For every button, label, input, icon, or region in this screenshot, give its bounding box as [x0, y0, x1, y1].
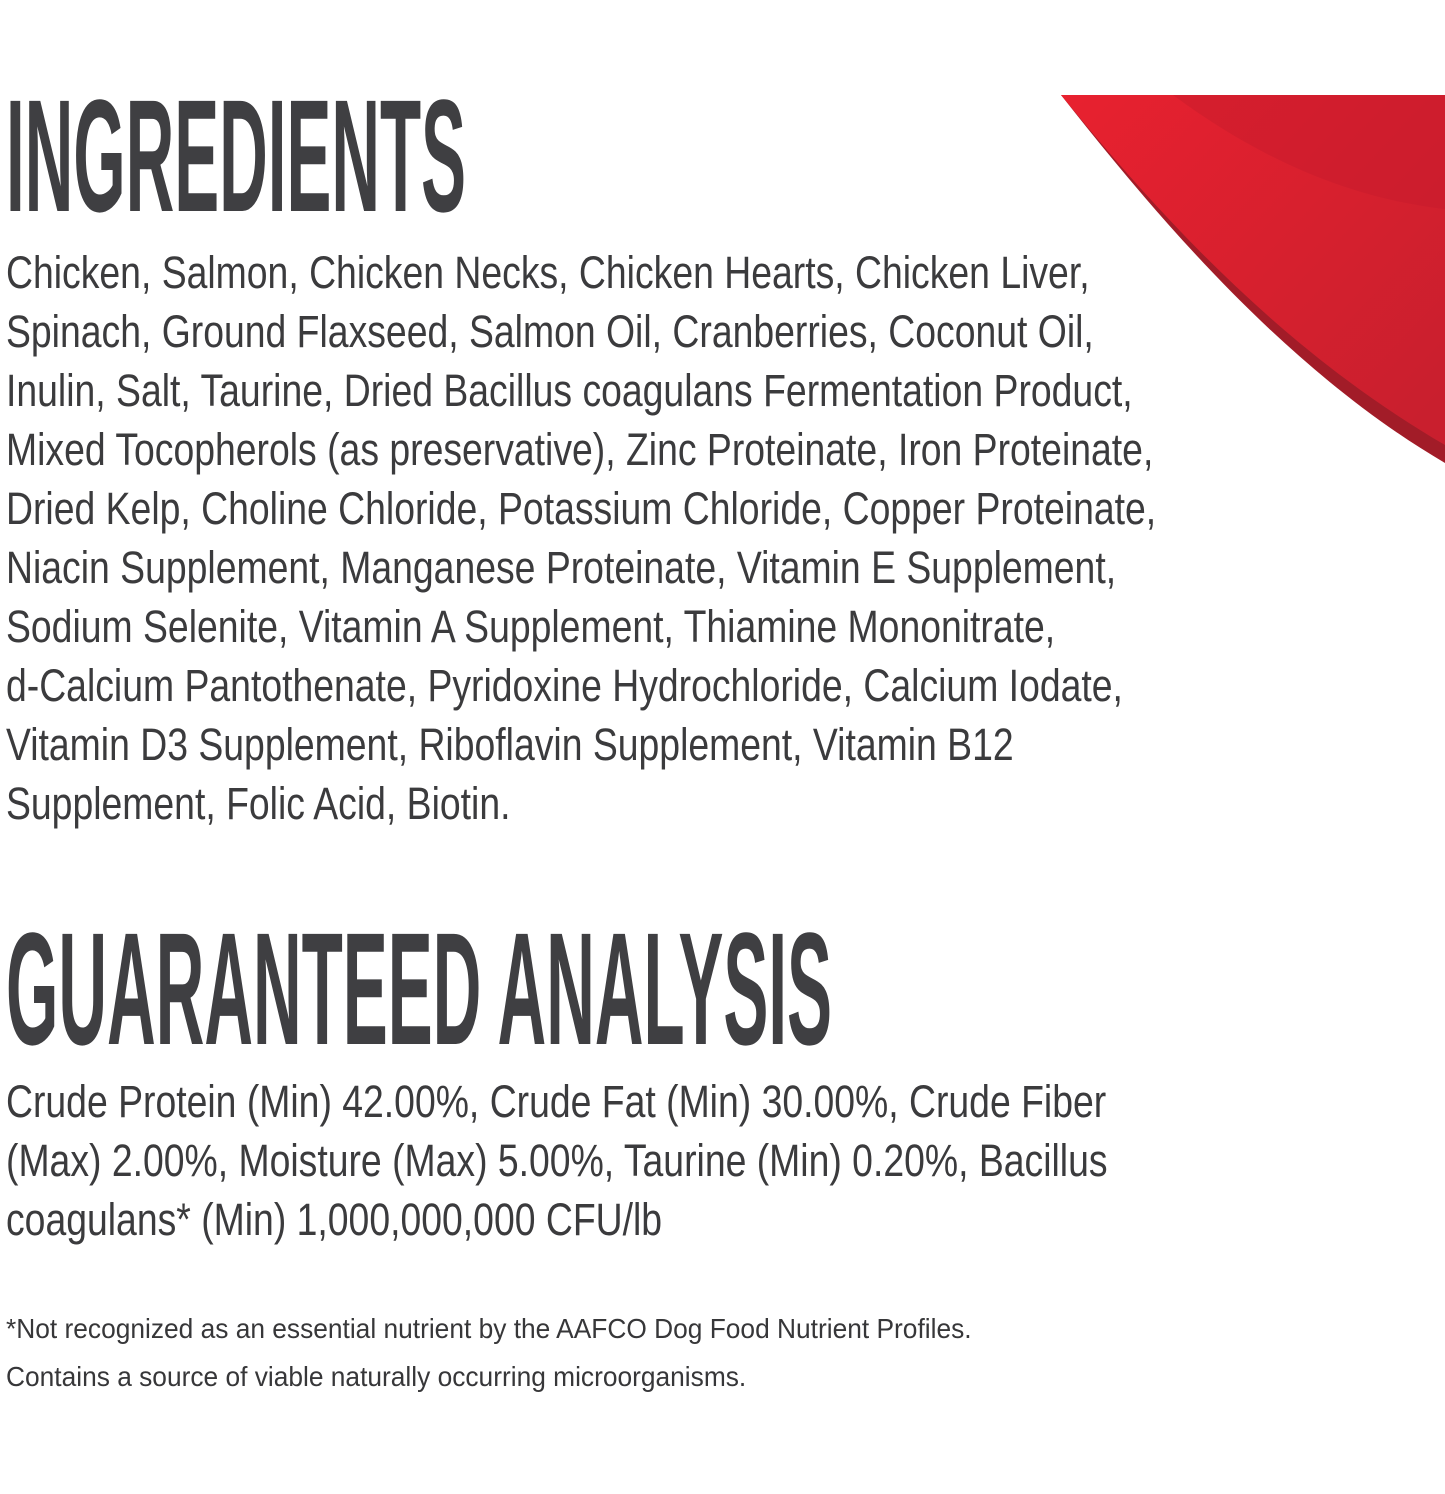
ingredients-line: Chicken, Salmon, Chicken Necks, Chicken …: [6, 247, 1090, 298]
analysis-line: Crude Protein (Min) 42.00%, Crude Fat (M…: [6, 1076, 1107, 1127]
ingredients-section: INGREDIENTS Chicken, Salmon, Chicken Nec…: [0, 95, 1445, 833]
ingredients-line: d-Calcium Pantothenate, Pyridoxine Hydro…: [6, 660, 1123, 711]
ingredients-line: Sodium Selenite, Vitamin A Supplement, T…: [6, 601, 1056, 652]
swoosh-inner-sweep: [1173, 95, 1445, 209]
ingredients-line: Spinach, Ground Flaxseed, Salmon Oil, Cr…: [6, 306, 1094, 357]
analysis-line: coagulans* (Min) 1,000,000,000 CFU/lb: [6, 1194, 663, 1245]
ingredients-line: Dried Kelp, Choline Chloride, Potassium …: [6, 483, 1157, 534]
pet-food-label-panel: INGREDIENTS Chicken, Salmon, Chicken Nec…: [0, 95, 1445, 1494]
analysis-line: (Max) 2.00%, Moisture (Max) 5.00%, Tauri…: [6, 1135, 1108, 1186]
ingredients-line: Vitamin D3 Supplement, Riboflavin Supple…: [6, 719, 1014, 770]
footnotes: *Not recognized as an essential nutrient…: [6, 1305, 1445, 1401]
swoosh-body: [1061, 95, 1445, 445]
guaranteed-analysis-section: GUARANTEED ANALYSIS Crude Protein (Min) …: [0, 928, 1445, 1249]
footnote-aafco: *Not recognized as an essential nutrient…: [6, 1313, 972, 1344]
guaranteed-analysis-heading-text: GUARANTEED ANALYSIS: [6, 928, 832, 1050]
guaranteed-analysis-heading: GUARANTEED ANALYSIS: [6, 928, 832, 1050]
guaranteed-analysis-text: Crude Protein (Min) 42.00%, Crude Fat (M…: [6, 1072, 1445, 1249]
ingredients-heading-text: INGREDIENTS: [6, 95, 466, 217]
ingredients-text: Chicken, Salmon, Chicken Necks, Chicken …: [6, 243, 1445, 833]
ingredients-line: Mixed Tocopherols (as preservative), Zin…: [6, 424, 1154, 475]
ingredients-line: Inulin, Salt, Taurine, Dried Bacillus co…: [6, 365, 1133, 416]
red-swoosh-decoration: [1061, 95, 1445, 463]
ingredients-line: Niacin Supplement, Manganese Proteinate,…: [6, 542, 1117, 593]
footnote-microorganisms: Contains a source of viable naturally oc…: [6, 1361, 747, 1392]
ingredients-heading: INGREDIENTS: [6, 95, 466, 217]
ingredients-line: Supplement, Folic Acid, Biotin.: [6, 778, 511, 829]
